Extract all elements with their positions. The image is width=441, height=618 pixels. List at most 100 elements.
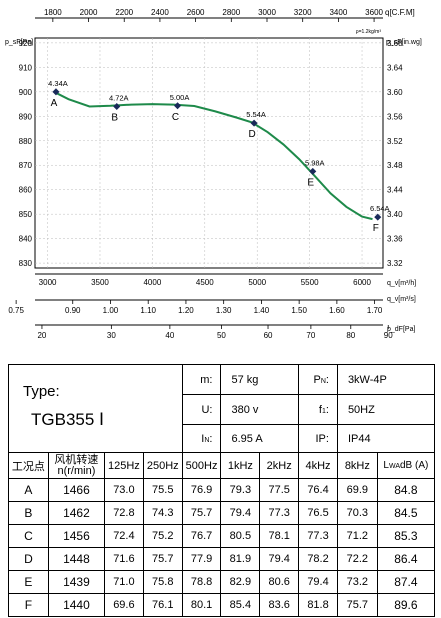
right-tick-label: 3.68 — [387, 39, 403, 48]
band-value-cell: 70.3 — [336, 501, 378, 525]
cfm-tick-label: 1800 — [44, 8, 62, 17]
left-tick-label: 920 — [19, 39, 33, 48]
m3s-tick-label: 1.10 — [140, 306, 156, 315]
band-value-cell: 75.2 — [142, 524, 183, 548]
band-value-cell: 71.0 — [104, 570, 144, 594]
mass-label: m: — [181, 364, 222, 395]
band-value-cell: 76.4 — [298, 478, 338, 502]
model-name: TGB355 Ⅰ — [31, 410, 105, 429]
left-tick-label: 910 — [19, 63, 33, 72]
band-value-cell: 80.5 — [220, 524, 261, 548]
right-tick-label: 3.32 — [387, 259, 403, 268]
operating-point-marker — [113, 102, 121, 111]
left-tick-label: 880 — [19, 137, 33, 146]
pa-tick-label: 20 — [37, 331, 46, 340]
m3h-tick-label: 6000 — [353, 278, 371, 287]
point-cell: A — [8, 478, 49, 502]
m3h-unit: q_v[m³/h] — [387, 280, 416, 287]
band-value-cell: 79.4 — [220, 501, 261, 525]
band-value-cell: 72.8 — [104, 501, 144, 525]
right-tick-label: 3.64 — [387, 63, 403, 72]
band-value-cell: 79.3 — [220, 478, 261, 502]
lwa-cell: 89.6 — [376, 593, 436, 617]
pa-unit: p_dF[Pa] — [387, 326, 415, 333]
band-value-cell: 79.4 — [259, 547, 300, 571]
cfm-tick-label: 2400 — [151, 8, 169, 17]
operating-point-marker — [174, 102, 182, 110]
right-tick-label: 3.40 — [387, 210, 403, 219]
point-cell: F — [8, 593, 49, 617]
cfm-tick-label: 3200 — [294, 8, 312, 17]
left-tick-label: 890 — [19, 112, 33, 121]
voltage-value: 380 v — [220, 394, 300, 425]
left-tick-label: 840 — [19, 235, 33, 244]
current-value: 6.95 A — [220, 424, 300, 453]
col-band-header: 125Hz — [104, 452, 144, 479]
band-value-cell: 81.9 — [220, 547, 261, 571]
m3h-tick-label: 3500 — [91, 278, 109, 287]
m3s-tick-label: 1.20 — [178, 306, 194, 315]
point-cell: B — [8, 501, 49, 525]
speed-cell: 1456 — [47, 524, 106, 548]
band-value-cell: 75.7 — [336, 593, 378, 617]
col-band-header: 500Hz — [181, 452, 222, 479]
density-note: ρ=1.2kg/m³ — [356, 29, 382, 35]
band-value-cell: 77.3 — [259, 501, 300, 525]
speed-cell: 1462 — [47, 501, 106, 525]
col-band-header: 4kHz — [298, 452, 338, 479]
band-value-cell: 79.4 — [298, 570, 338, 594]
type-cell: Type: TGB355 Ⅰ — [8, 364, 183, 453]
band-value-cell: 75.8 — [142, 570, 183, 594]
pa-tick-label: 50 — [217, 331, 226, 340]
point-cell: D — [8, 547, 49, 571]
point-current-label: 5.00A — [170, 93, 190, 102]
point-id-label: D — [248, 129, 255, 140]
band-value-cell: 77.5 — [259, 478, 300, 502]
band-value-cell: 69.6 — [104, 593, 144, 617]
cfm-tick-label: 3000 — [258, 8, 276, 17]
right-axis-title: p_sF[in.wg] — [386, 39, 422, 46]
band-value-cell: 81.8 — [298, 593, 338, 617]
col-band-header: 8kHz — [336, 452, 378, 479]
lwa-cell: 84.8 — [376, 478, 436, 502]
band-value-cell: 76.7 — [181, 524, 222, 548]
col-point-header: 工况点 — [8, 452, 49, 479]
cfm-tick-label: 2000 — [80, 8, 98, 17]
right-tick-label: 3.52 — [387, 137, 403, 146]
col-band-header: 250Hz — [142, 452, 183, 479]
left-tick-label: 850 — [19, 210, 33, 219]
ip-value: IP44 — [336, 424, 436, 453]
lwa-cell: 84.5 — [376, 501, 436, 525]
point-current-label: 4.72A — [109, 94, 129, 103]
band-value-cell: 80.6 — [259, 570, 300, 594]
plot-frame — [34, 37, 384, 269]
col-lwa-header: LWAdB (A) — [376, 452, 436, 479]
right-tick-label: 3.44 — [387, 186, 403, 195]
operating-point-marker — [250, 119, 258, 127]
lwa-cell: 86.4 — [376, 547, 436, 571]
speed-cell: 1439 — [47, 570, 106, 594]
band-value-cell: 78.1 — [259, 524, 300, 548]
ip-label: IP: — [298, 424, 338, 453]
right-tick-label: 3.60 — [387, 88, 403, 97]
current-label: IN: — [181, 424, 222, 453]
band-value-cell: 73.2 — [336, 570, 378, 594]
cfm-tick-label: 2800 — [222, 8, 240, 17]
band-value-cell: 72.4 — [104, 524, 144, 548]
spec-table: Type: TGB355 Ⅰ m: 57 kg PN: 3kW-4P U: 38… — [8, 364, 436, 617]
band-value-cell: 76.5 — [298, 501, 338, 525]
power-label: PN: — [298, 364, 338, 395]
table-row: B 1462 72.8 74.3 75.7 79.4 77.3 76.5 70.3 84.5 — [8, 501, 436, 525]
type-label: Type: — [23, 383, 60, 400]
voltage-label: U: — [181, 394, 222, 425]
right-tick-label: 3.36 — [387, 235, 403, 244]
point-cell: E — [8, 570, 49, 594]
table-row: F 1440 69.6 76.1 80.1 85.4 83.6 81.8 75.7 89.6 — [8, 593, 436, 617]
operating-point-marker — [309, 167, 317, 175]
band-value-cell: 77.9 — [181, 547, 222, 571]
m3h-tick-label: 4500 — [196, 278, 214, 287]
left-tick-label: 870 — [19, 161, 33, 170]
left-tick-label: 830 — [19, 259, 33, 268]
freq-value: 50HZ — [336, 394, 436, 425]
pa-tick-label: 70 — [306, 331, 315, 340]
